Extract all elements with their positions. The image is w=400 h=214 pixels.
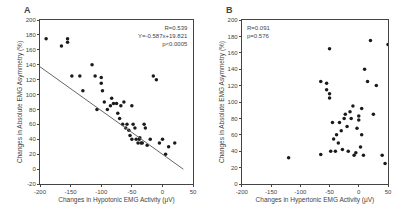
svg-text:40: 40 (231, 148, 238, 154)
svg-text:A: A (24, 5, 31, 15)
svg-text:0: 0 (161, 189, 165, 195)
svg-text:-100: -100 (294, 189, 307, 195)
svg-text:100: 100 (26, 92, 37, 98)
svg-text:160: 160 (228, 50, 239, 56)
svg-text:-50: -50 (128, 189, 137, 195)
svg-text:120: 120 (26, 77, 37, 83)
svg-text:40: 40 (29, 136, 36, 142)
svg-text:140: 140 (26, 62, 37, 68)
svg-text:R=0.091p=0.576: R=0.091p=0.576 (247, 25, 271, 39)
svg-text:0: 0 (32, 166, 36, 172)
svg-text:Changes in Absolute EMG Asymme: Changes in Absolute EMG Asymmetry (%) (16, 41, 24, 163)
svg-text:0: 0 (357, 189, 361, 195)
svg-text:-50: -50 (325, 189, 334, 195)
svg-text:180: 180 (26, 32, 37, 38)
svg-text:140: 140 (228, 66, 239, 72)
svg-text:20: 20 (231, 165, 238, 171)
svg-text:-200: -200 (34, 189, 47, 195)
svg-text:-150: -150 (265, 189, 278, 195)
svg-text:80: 80 (231, 116, 238, 122)
svg-text:Changes in Hypertonic EMG Acti: Changes in Hypertonic EMG Activity (μV) (256, 196, 375, 204)
svg-text:0: 0 (234, 181, 238, 187)
svg-text:120: 120 (228, 83, 239, 89)
svg-text:160: 160 (26, 47, 37, 53)
svg-text:200: 200 (228, 17, 239, 23)
svg-text:-20: -20 (27, 181, 36, 187)
svg-text:Changes in Hypotonic EMG Activ: Changes in Hypotonic EMG Activity (μV) (58, 196, 174, 204)
svg-text:80: 80 (29, 107, 36, 113)
svg-text:Changes in Absolute EMG Asymme: Changes in Absolute EMG Asymmetry (%) (218, 41, 226, 163)
svg-text:20: 20 (29, 151, 36, 157)
svg-text:100: 100 (228, 99, 239, 105)
svg-text:B: B (226, 5, 233, 15)
svg-text:50: 50 (190, 189, 197, 195)
svg-text:60: 60 (231, 132, 238, 138)
svg-text:200: 200 (26, 17, 37, 23)
svg-text:-100: -100 (95, 189, 108, 195)
svg-text:180: 180 (228, 34, 239, 40)
svg-text:50: 50 (385, 189, 392, 195)
svg-text:60: 60 (29, 121, 36, 127)
svg-text:-150: -150 (65, 189, 78, 195)
svg-text:-200: -200 (236, 189, 249, 195)
svg-text:R=0.539Y=-0.587x+19.821p<0.000: R=0.539Y=-0.587x+19.821p<0.0005 (138, 25, 188, 47)
